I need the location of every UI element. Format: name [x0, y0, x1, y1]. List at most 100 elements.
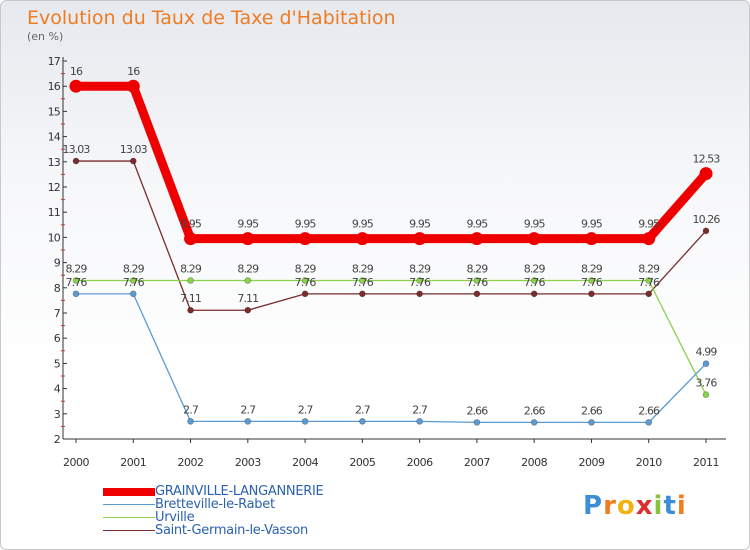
legend-swatch	[103, 487, 155, 496]
data-label: 4.99	[696, 346, 718, 359]
legend-swatch	[103, 503, 155, 506]
logo-letter: x	[635, 491, 654, 521]
series-line	[75, 160, 707, 311]
x-tick-label: 2010	[636, 456, 662, 469]
data-point	[298, 232, 312, 246]
data-point	[187, 418, 194, 425]
data-point	[645, 277, 653, 284]
x-tick-label: 2005	[349, 456, 375, 469]
data-label: 16	[70, 65, 83, 78]
data-label: 2.7	[412, 403, 428, 416]
data-label: 9.95	[638, 218, 660, 231]
data-point	[527, 232, 541, 246]
data-point	[72, 290, 80, 298]
y-tick-label: 15	[48, 105, 61, 118]
data-label: 8.29	[409, 262, 431, 275]
data-point	[642, 232, 656, 246]
y-tick-label: 6	[54, 332, 61, 345]
x-tick-label: 2003	[235, 456, 261, 469]
data-label: 7.76	[524, 276, 546, 289]
brand-logo: Proxiti	[583, 491, 687, 521]
x-tick-label: 2001	[120, 456, 146, 469]
data-point	[301, 418, 309, 425]
data-label: 9.95	[581, 218, 603, 231]
data-point	[129, 277, 137, 284]
y-tick-label: 14	[48, 131, 61, 144]
data-point	[184, 232, 198, 246]
data-point	[244, 418, 252, 425]
y-tick-label: 12	[48, 181, 60, 194]
data-point	[301, 290, 309, 298]
data-point	[702, 360, 710, 367]
legend-item: Bretteville-le-Rabet	[103, 498, 323, 511]
data-label: 9.95	[237, 218, 259, 231]
data-point	[473, 290, 481, 298]
data-point	[473, 277, 481, 284]
legend-swatch	[103, 516, 155, 519]
data-point	[584, 232, 598, 246]
data-label: 9.95	[524, 218, 546, 231]
data-label: 7.76	[66, 276, 88, 289]
data-label: 2.66	[466, 404, 488, 417]
data-point	[359, 290, 366, 298]
data-point	[588, 290, 595, 298]
data-label: 9.95	[352, 218, 374, 231]
y-tick-label: 10	[48, 231, 61, 244]
data-point	[588, 277, 595, 284]
data-label: 7.76	[638, 276, 660, 289]
data-point	[69, 79, 83, 93]
data-point	[530, 290, 538, 298]
data-label: 7.11	[180, 292, 201, 305]
logo-letter: i	[653, 491, 664, 521]
data-point	[416, 277, 423, 284]
x-tick-label: 2007	[464, 456, 490, 469]
y-tick-label: 4	[54, 383, 61, 396]
logo-letter: i	[676, 491, 687, 521]
data-label: 9.95	[295, 218, 317, 231]
data-point	[645, 419, 653, 426]
data-label: 2.66	[581, 404, 603, 417]
data-point	[416, 418, 423, 425]
data-point	[530, 419, 538, 426]
chart-legend: GRAINVILLE-LANGANNERIE Bretteville-le-Rab…	[103, 484, 324, 537]
data-point	[72, 157, 80, 165]
data-point	[355, 232, 369, 246]
data-label: 12.53	[693, 153, 721, 166]
legend-label: GRAINVILLE-LANGANNERIE	[155, 484, 324, 499]
data-label: 2.7	[240, 403, 256, 416]
logo-letter: t	[663, 491, 677, 521]
legend-label: Saint-Germain-le-Vasson	[155, 523, 308, 538]
legend-item: Saint-Germain-le-Vasson	[103, 524, 323, 537]
data-point	[530, 277, 538, 284]
x-tick-label: 2000	[63, 456, 89, 469]
series-line	[71, 81, 711, 244]
logo-letter: r	[603, 491, 617, 521]
y-tick-label: 2	[54, 433, 60, 446]
data-label: 8.29	[638, 262, 660, 275]
data-label: 8.29	[66, 262, 88, 275]
data-label: 8.29	[237, 262, 259, 275]
data-point	[129, 290, 137, 298]
chart-unit: (en %)	[27, 30, 64, 43]
x-tick-label: 2009	[578, 456, 604, 469]
data-label: 10.26	[693, 213, 721, 226]
x-tick-label: 2002	[178, 456, 204, 469]
data-point	[244, 306, 252, 314]
data-label: 2.7	[183, 403, 199, 416]
data-label: 8.29	[123, 262, 145, 275]
data-label: 13.03	[120, 143, 148, 156]
data-point	[473, 419, 481, 426]
data-point	[413, 232, 427, 246]
data-point	[359, 418, 366, 425]
x-tick-label: 2008	[521, 456, 547, 469]
data-point	[702, 227, 710, 235]
x-tick-label: 2004	[292, 456, 318, 469]
data-label: 7.76	[123, 276, 145, 289]
data-point	[588, 419, 595, 426]
data-label: 8.29	[180, 262, 202, 275]
data-point	[187, 306, 194, 314]
data-point	[470, 232, 484, 246]
data-point	[187, 277, 194, 284]
